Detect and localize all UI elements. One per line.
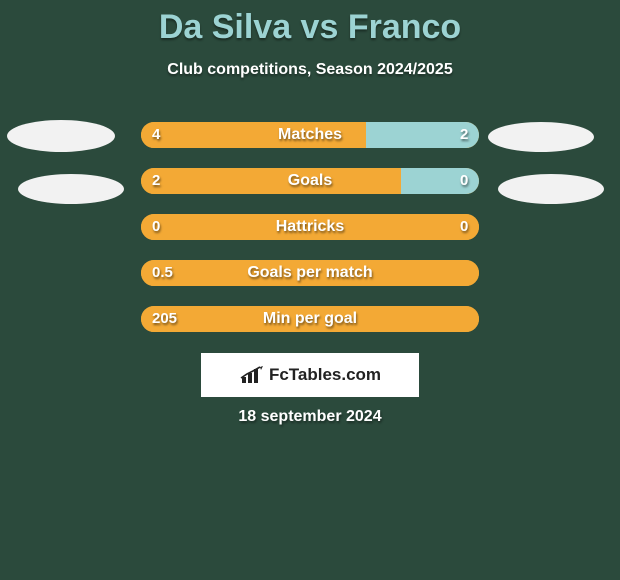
stat-row: 205Min per goal bbox=[0, 305, 620, 333]
subtitle: Club competitions, Season 2024/2025 bbox=[0, 61, 620, 79]
stat-row: 42Matches bbox=[0, 121, 620, 149]
stat-label: Matches bbox=[140, 121, 480, 149]
stat-row: 0.5Goals per match bbox=[0, 259, 620, 287]
page-title: Da Silva vs Franco bbox=[0, 0, 620, 47]
logo-text: FcTables.com bbox=[269, 365, 381, 385]
stat-label: Hattricks bbox=[140, 213, 480, 241]
date-label: 18 september 2024 bbox=[0, 408, 620, 426]
bar-chart-icon bbox=[239, 365, 265, 385]
stat-row: 20Goals bbox=[0, 167, 620, 195]
logo: FcTables.com bbox=[239, 365, 381, 385]
stat-row: 00Hattricks bbox=[0, 213, 620, 241]
stat-label: Goals bbox=[140, 167, 480, 195]
stat-label: Min per goal bbox=[140, 305, 480, 333]
logo-box: FcTables.com bbox=[201, 353, 419, 397]
stats-rows: 42Matches 20Goals 00Hattricks 0.5Goals per … bbox=[0, 121, 620, 333]
stat-label: Goals per match bbox=[140, 259, 480, 287]
